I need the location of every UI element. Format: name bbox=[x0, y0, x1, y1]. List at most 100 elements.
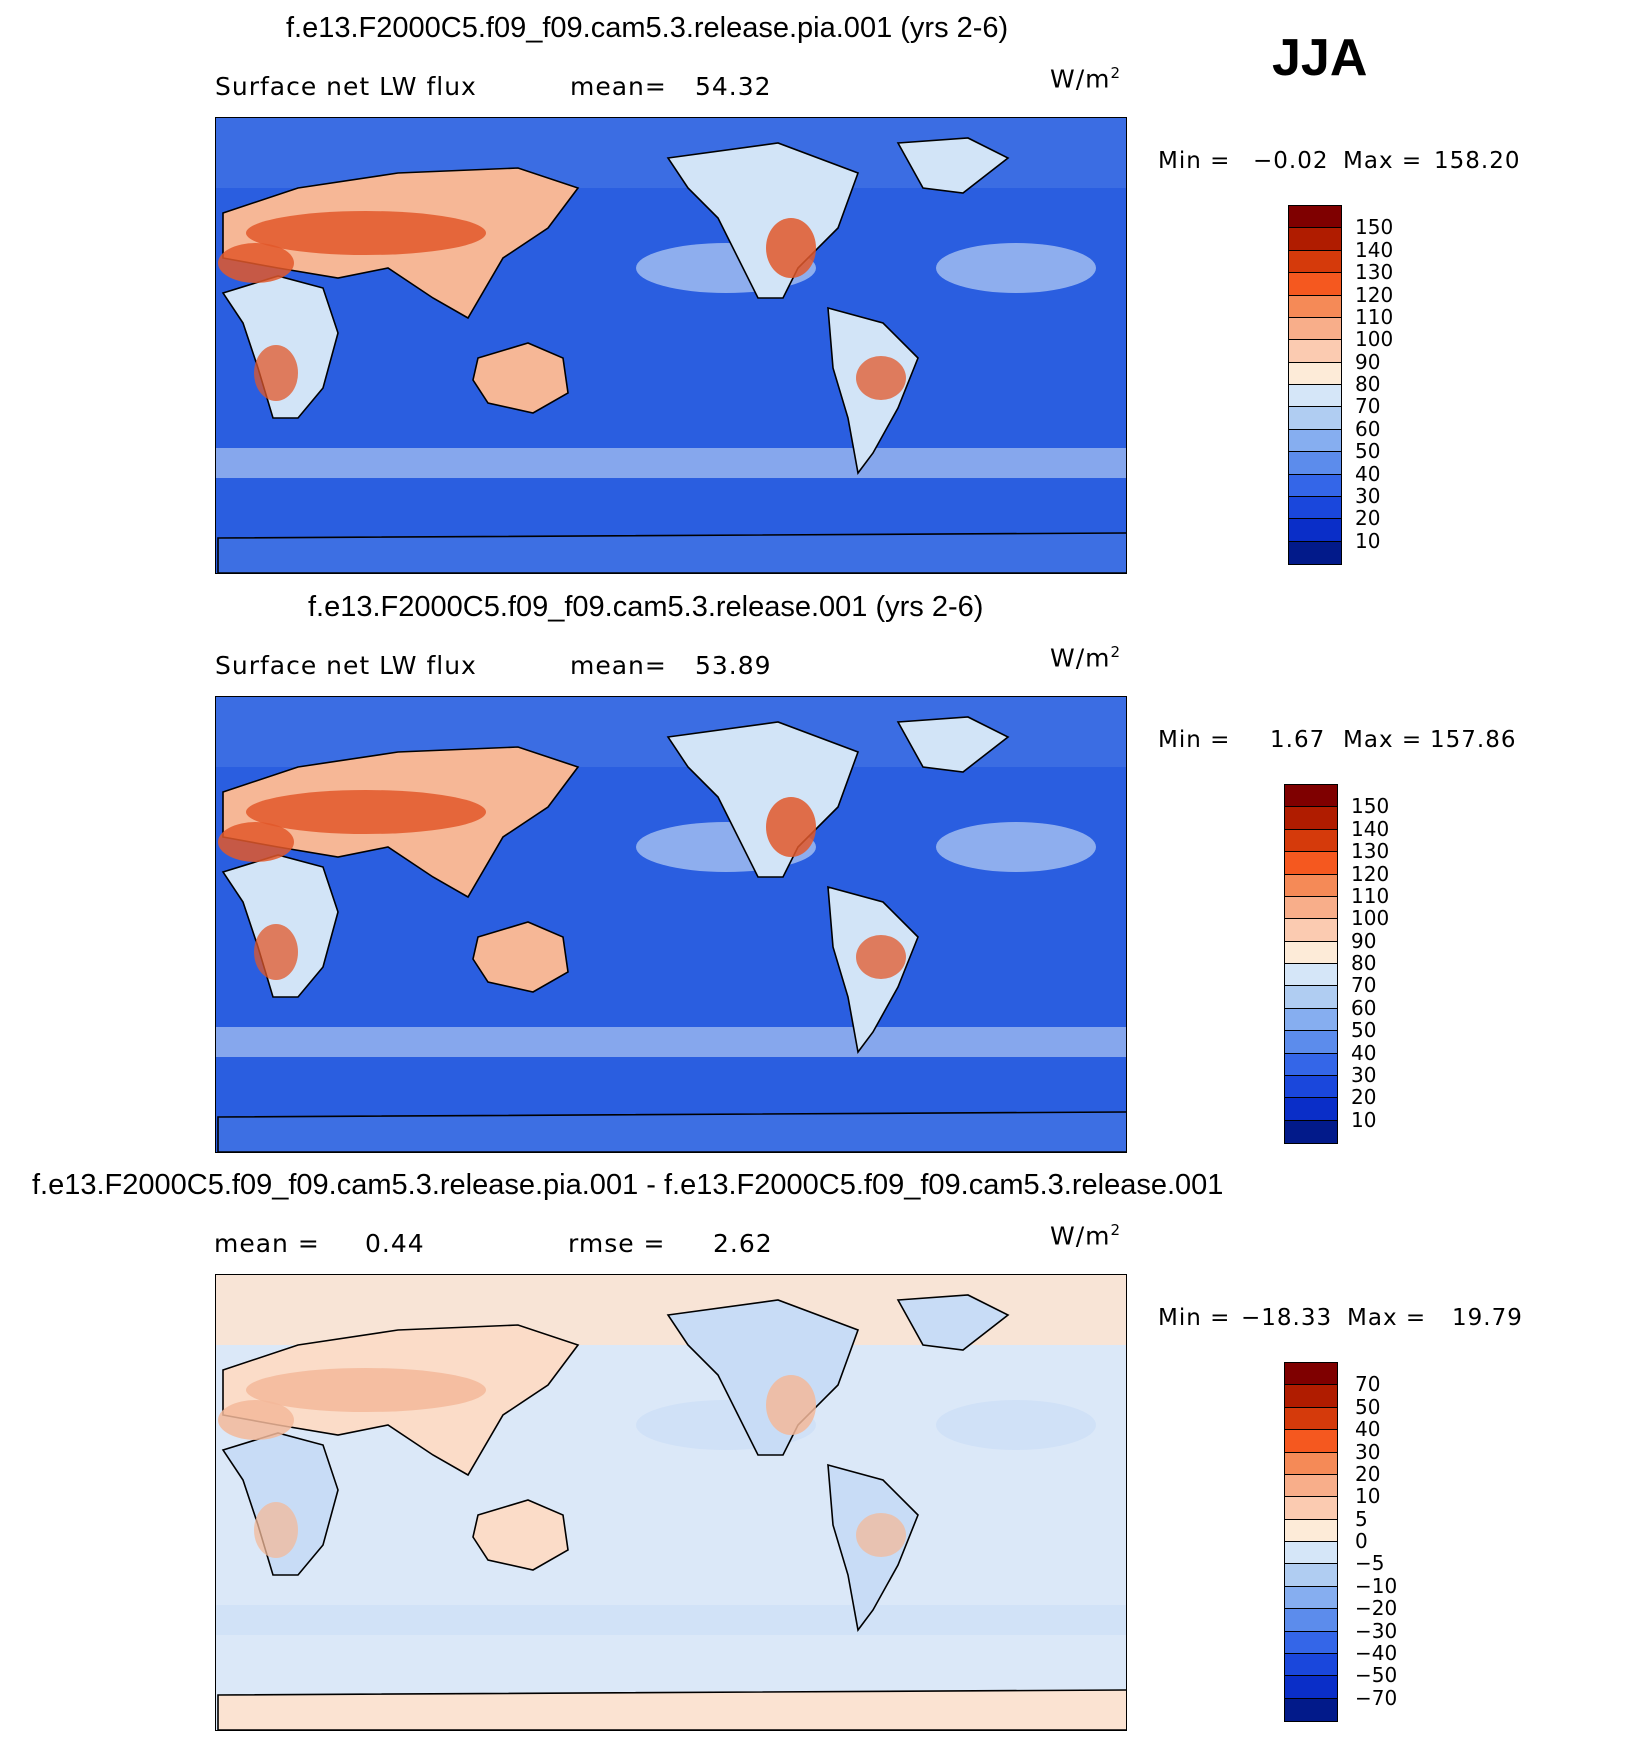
colorbar-swatch bbox=[1289, 362, 1341, 385]
colorbar-swatch bbox=[1289, 340, 1341, 363]
map-field bbox=[216, 1275, 1126, 1730]
colorbar-tick-label: 120 bbox=[1351, 861, 1390, 886]
antarctica-outline bbox=[217, 532, 1126, 573]
colorbar-tick-label: 150 bbox=[1351, 794, 1390, 819]
colorbar-swatch bbox=[1285, 1008, 1337, 1032]
subtropical-band bbox=[216, 448, 1126, 478]
colorbar-tick-label: −20 bbox=[1355, 1596, 1398, 1621]
south-america-hotspot bbox=[856, 1513, 906, 1557]
sahara-arabia-hotspot bbox=[246, 211, 486, 255]
colorbar-tick-label: 30 bbox=[1351, 1062, 1377, 1087]
colorbar-tick-label: −70 bbox=[1355, 1685, 1398, 1710]
colorbar-swatch bbox=[1285, 896, 1337, 920]
greenland-outline bbox=[896, 716, 1010, 773]
panel-title: f.e13.F2000C5.f09_f09.cam5.3.release.pia… bbox=[32, 1169, 1224, 1201]
colorbar-swatch bbox=[1285, 1075, 1337, 1099]
colorbar-swatch bbox=[1289, 496, 1341, 520]
colorbar-tick-label: 5 bbox=[1355, 1506, 1368, 1531]
colorbar-tick-label: −5 bbox=[1355, 1551, 1385, 1576]
panel-title: f.e13.F2000C5.f09_f09.cam5.3.release.pia… bbox=[286, 12, 1009, 44]
greenland-outline bbox=[896, 1294, 1010, 1351]
colorbar-tick-label: 100 bbox=[1355, 327, 1394, 352]
colorbar-swatch bbox=[1285, 941, 1337, 964]
colorbar-tick-label: 100 bbox=[1351, 906, 1390, 931]
max-label: Max = bbox=[1347, 1305, 1427, 1331]
atlantic-high-region bbox=[936, 243, 1096, 293]
max-value: 19.79 bbox=[1452, 1305, 1523, 1331]
colorbar-tick-label: 120 bbox=[1355, 282, 1394, 307]
colorbar-tick-label: 20 bbox=[1355, 506, 1381, 531]
colorbar-swatch bbox=[1285, 1542, 1337, 1565]
units-label: W/m2 bbox=[1050, 64, 1122, 94]
colorbar-swatch bbox=[1289, 250, 1341, 274]
colorbar-swatch bbox=[1285, 1430, 1337, 1453]
australia-outline bbox=[472, 1499, 569, 1571]
colorbar-swatch bbox=[1285, 1586, 1337, 1610]
colorbar-swatch bbox=[1285, 1676, 1337, 1699]
min-value: −18.33 bbox=[1241, 1305, 1333, 1331]
min-label: Min = bbox=[1158, 148, 1231, 174]
colorbar-tick-label: 40 bbox=[1355, 1417, 1381, 1442]
variable-label: Surface net LW flux bbox=[215, 72, 477, 101]
colorbar-tick-label: −40 bbox=[1355, 1640, 1398, 1665]
colorbar-tick-label: −10 bbox=[1355, 1573, 1398, 1598]
south-america-hotspot bbox=[856, 356, 906, 400]
season-label: JJA bbox=[1272, 29, 1368, 87]
colorbar-swatch bbox=[1285, 1098, 1337, 1121]
subtropical-band bbox=[216, 1027, 1126, 1057]
colorbar-tick-label: 20 bbox=[1351, 1085, 1377, 1110]
atlantic-high-region bbox=[936, 1400, 1096, 1450]
sahara-arabia-hotspot bbox=[246, 790, 486, 834]
colorbar-tick-label: 10 bbox=[1355, 1484, 1381, 1509]
colorbar-swatch bbox=[1285, 1053, 1337, 1076]
max-label: Max = bbox=[1343, 727, 1423, 753]
sw-us-hotspot bbox=[766, 1375, 816, 1435]
north-america-outline bbox=[666, 1299, 860, 1456]
colorbar-tick-label: 50 bbox=[1351, 1018, 1377, 1043]
colorbar-swatch bbox=[1289, 541, 1341, 564]
colorbar-swatch bbox=[1285, 964, 1337, 987]
mean-value: 54.32 bbox=[695, 72, 772, 101]
map-field bbox=[216, 697, 1126, 1152]
colorbar-tick-label: 130 bbox=[1351, 839, 1390, 864]
colorbar-tick-label: 80 bbox=[1351, 951, 1377, 975]
continents bbox=[217, 137, 1126, 573]
north-america-outline bbox=[666, 721, 860, 878]
colorbar-swatch bbox=[1285, 1385, 1337, 1408]
min-label: Min = bbox=[1158, 1305, 1231, 1331]
colorbar-tick-label: 50 bbox=[1355, 1394, 1381, 1419]
colorbar-tick-label: −50 bbox=[1355, 1663, 1398, 1688]
colorbar-tick-label: 110 bbox=[1355, 304, 1394, 329]
colorbar-swatch bbox=[1285, 1519, 1337, 1542]
max-label: Max = bbox=[1343, 148, 1423, 174]
min-value: 1.67 bbox=[1270, 727, 1326, 753]
rmse-label: rmse = bbox=[568, 1229, 666, 1258]
min-value: −0.02 bbox=[1253, 148, 1329, 174]
colorbar-swatch bbox=[1289, 519, 1341, 542]
colorbar-tick-label: 140 bbox=[1355, 237, 1394, 262]
continents bbox=[217, 716, 1126, 1152]
colorbar-swatch bbox=[1285, 1474, 1337, 1498]
colorbar-swatch bbox=[1289, 317, 1341, 341]
sw-us-hotspot bbox=[766, 797, 816, 857]
map-plot bbox=[215, 696, 1127, 1153]
panel-title: f.e13.F2000C5.f09_f09.cam5.3.release.001… bbox=[308, 591, 984, 623]
colorbar-tick-label: 70 bbox=[1355, 394, 1381, 419]
units-label: W/m2 bbox=[1050, 643, 1122, 673]
colorbar-swatch bbox=[1285, 1653, 1337, 1677]
colorbar-swatch bbox=[1285, 874, 1337, 897]
mean-label: mean= bbox=[570, 651, 667, 680]
variable-label: Surface net LW flux bbox=[215, 651, 477, 680]
max-value: 158.20 bbox=[1434, 148, 1521, 174]
sw-us-hotspot bbox=[766, 218, 816, 278]
colorbar-tick-label: 30 bbox=[1355, 1439, 1381, 1464]
colorbar-swatch bbox=[1285, 1031, 1337, 1054]
mean-value: 53.89 bbox=[695, 651, 772, 680]
colorbar-tick-label: 40 bbox=[1355, 461, 1381, 486]
colorbar-tick-label: 10 bbox=[1351, 1107, 1377, 1132]
colorbar bbox=[1284, 1362, 1338, 1722]
colorbar-swatch bbox=[1285, 1120, 1337, 1143]
colorbar-tick-label: 60 bbox=[1351, 995, 1377, 1020]
colorbar-swatch bbox=[1289, 474, 1341, 497]
antarctica-outline bbox=[217, 1111, 1126, 1152]
